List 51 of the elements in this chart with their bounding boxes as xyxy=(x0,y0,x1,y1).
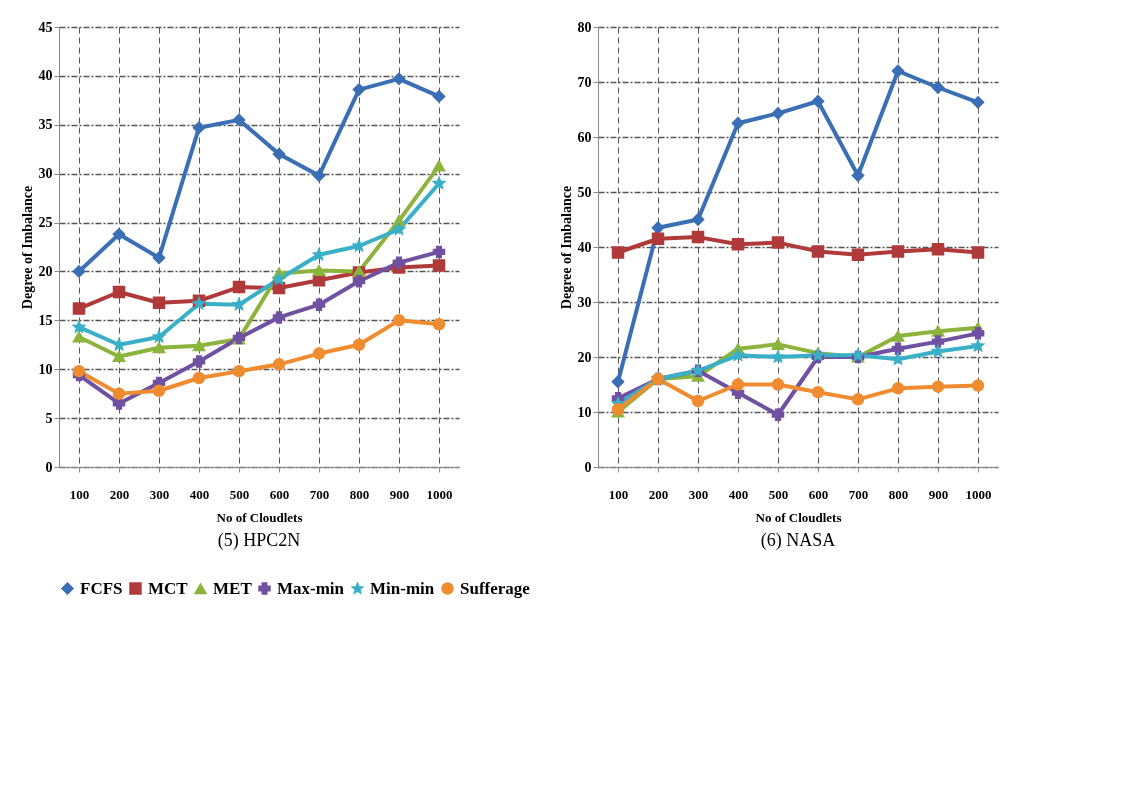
y-tick-label: 15 xyxy=(38,312,53,328)
text: (6) NASA xyxy=(760,530,836,551)
y-tick-label: 5 xyxy=(45,410,53,426)
y-tick-label: 20 xyxy=(577,349,592,365)
x-tick-label: 600 xyxy=(808,486,829,502)
y-tick-label: 10 xyxy=(577,404,592,420)
legend-label: FCFS xyxy=(80,578,123,598)
x-axis-title: No of Cloudlets xyxy=(755,509,842,525)
legend-label: MET xyxy=(213,578,253,598)
y-tick-label: 40 xyxy=(38,68,53,84)
x-tick-label: 700 xyxy=(848,486,869,502)
y-tick-label: 40 xyxy=(577,239,592,255)
x-tick-label: 500 xyxy=(768,486,789,502)
y-tick-label: 30 xyxy=(38,166,53,182)
y-tick-label: 60 xyxy=(577,129,592,145)
x-tick-label: 600 xyxy=(269,486,290,502)
y-tick-label: 50 xyxy=(577,184,592,200)
y-tick-label: 0 xyxy=(584,459,592,475)
y-tick-label: 10 xyxy=(38,361,53,377)
y-tick-label: 20 xyxy=(38,263,53,279)
x-tick-label: 200 xyxy=(648,486,669,502)
y-tick-label: 45 xyxy=(38,19,53,35)
y-tick-label: 35 xyxy=(38,117,53,133)
y-axis-title: Degree of Imbalance xyxy=(558,185,574,310)
y-tick-label: 80 xyxy=(577,19,592,35)
x-tick-label: 500 xyxy=(229,486,250,502)
x-tick-label: 900 xyxy=(389,486,410,502)
x-tick-label: 900 xyxy=(928,486,949,502)
y-tick-label: 70 xyxy=(577,74,592,90)
y-tick-label: 25 xyxy=(38,215,53,231)
text: (5) HPC2N xyxy=(217,530,301,551)
x-tick-label: 1000 xyxy=(426,486,453,502)
y-tick-label: 0 xyxy=(45,459,53,475)
legend-label: Min-min xyxy=(370,578,435,598)
x-tick-label: 1000 xyxy=(965,486,992,502)
x-tick-label: 100 xyxy=(69,486,90,502)
x-tick-label: 400 xyxy=(189,486,210,502)
legend-label: MCT xyxy=(148,578,189,598)
x-axis-title: No of Cloudlets xyxy=(216,509,303,525)
x-tick-label: 100 xyxy=(608,486,629,502)
x-tick-label: 400 xyxy=(728,486,749,502)
x-tick-label: 300 xyxy=(688,486,709,502)
x-tick-label: 800 xyxy=(349,486,370,502)
x-tick-label: 700 xyxy=(309,486,330,502)
y-axis-title: Degree of Imbalance xyxy=(19,185,35,310)
x-tick-label: 200 xyxy=(109,486,130,502)
legend-label: Sufferage xyxy=(460,578,531,598)
x-tick-label: 300 xyxy=(149,486,170,502)
y-tick-label: 30 xyxy=(577,294,592,310)
legend-label: Max-min xyxy=(277,578,345,598)
x-tick-label: 800 xyxy=(888,486,909,502)
